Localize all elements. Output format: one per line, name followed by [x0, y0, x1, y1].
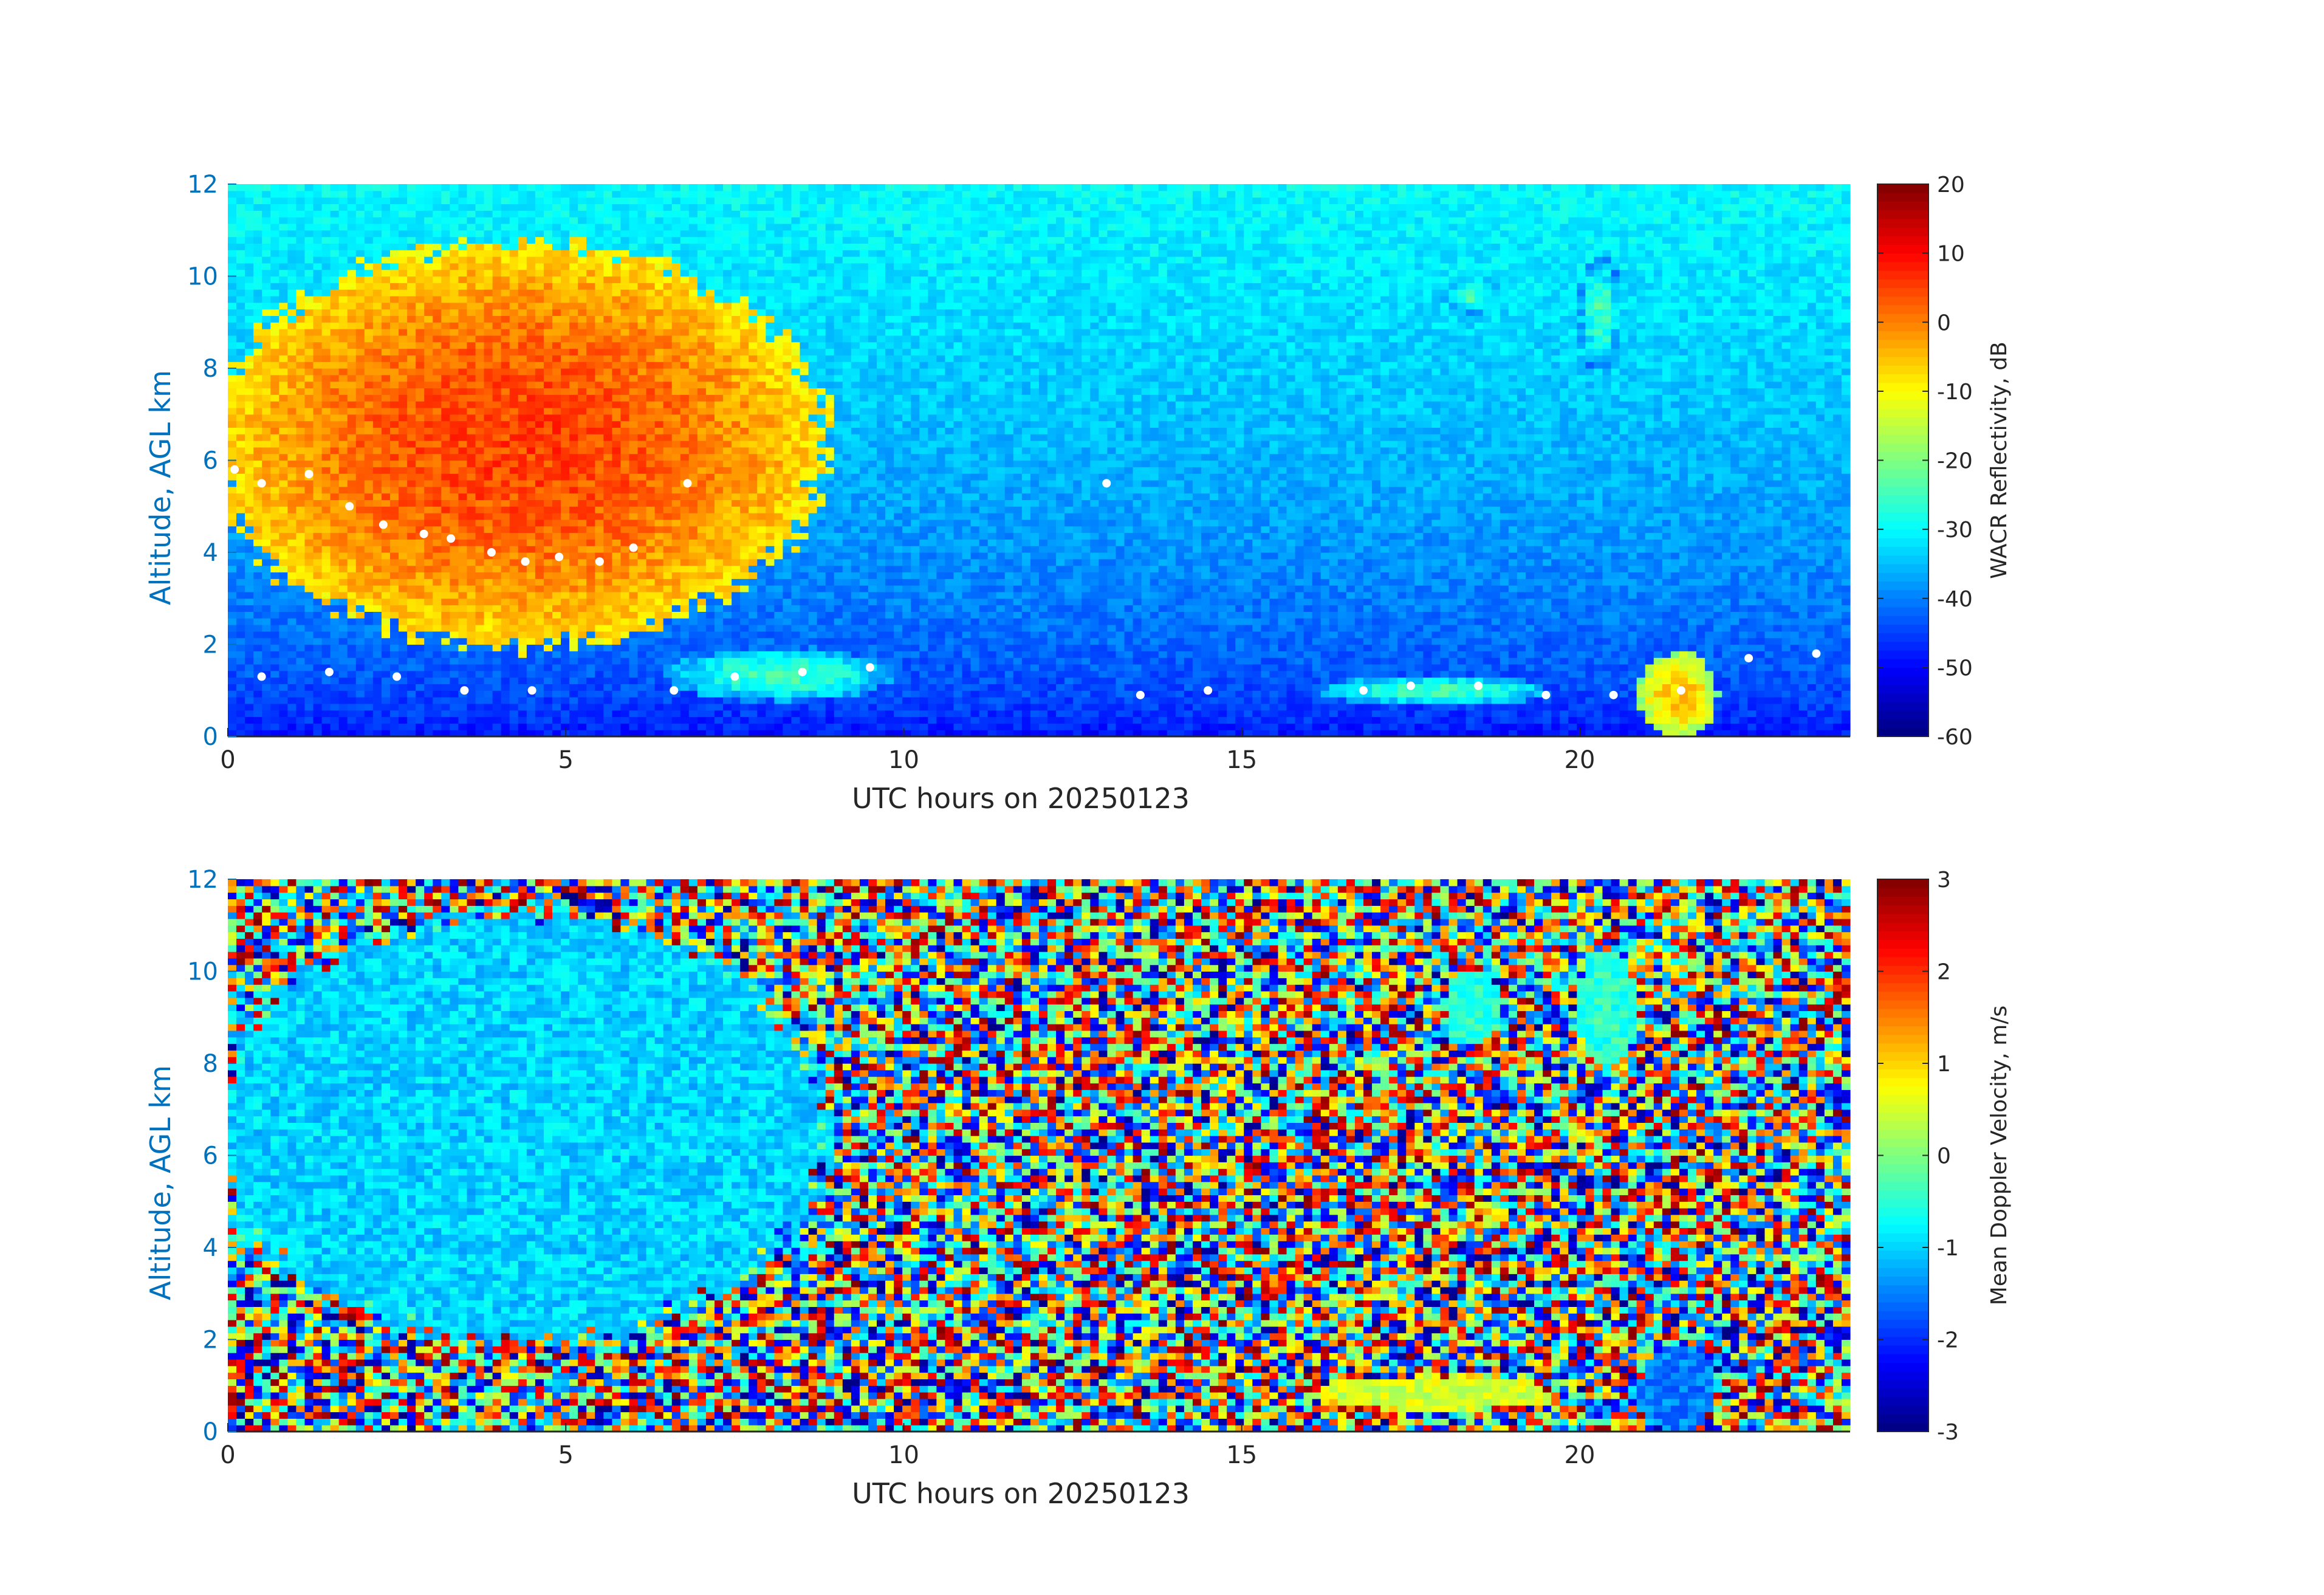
x-tick-label: 10 [888, 1441, 919, 1469]
cloud-base-marker [1136, 691, 1145, 699]
cloud-base-marker [595, 557, 604, 566]
cloud-base-marker [487, 548, 496, 557]
y-tick-label: 10 [187, 263, 218, 291]
colorbar-tick-label: -60 [1937, 725, 1973, 750]
cloud-base-marker [798, 668, 807, 676]
colorbar: -60 -50 -40 -30 -20 -10 0 10 20 WACR Reflectivity… [1877, 173, 2012, 750]
cloud-base-marker [866, 663, 874, 671]
x-tick-label: 20 [1565, 1441, 1596, 1469]
y-tick-label: 4 [203, 539, 218, 567]
cloud-base-marker [670, 686, 678, 695]
cloud-base-marker [1677, 686, 1685, 695]
y-tick-label: 12 [187, 866, 218, 894]
heatmap-cells [228, 879, 1851, 1432]
x-axis-label: UTC hours on 20250123 [852, 782, 1190, 815]
y-tick-label: 8 [203, 1050, 218, 1078]
y-axis-label: Altitude, AGL km [144, 370, 177, 605]
cloud-base-marker [1407, 682, 1415, 690]
x-tick-label: 0 [220, 746, 235, 774]
colorbar-tick-label: 1 [1937, 1052, 1951, 1077]
cloud-base-marker [379, 521, 388, 529]
x-tick-label: 15 [1226, 746, 1257, 774]
cloud-base-marker [258, 479, 266, 487]
cloud-base-marker [629, 543, 638, 552]
y-tick-label: 0 [203, 723, 218, 751]
colorbar-tick-label: 0 [1937, 310, 1951, 335]
y-tick-label: 0 [203, 1418, 218, 1446]
heatmap-cells [228, 184, 1851, 737]
y-tick-label: 2 [203, 1326, 218, 1354]
colorbar-tick-label: -10 [1937, 380, 1973, 405]
cloud-base-marker [1474, 682, 1482, 690]
x-tick-label: 20 [1565, 746, 1596, 774]
colorbar-label: Mean Doppler Velocity, m/s [1987, 1006, 2012, 1305]
colorbar: -3 -2 -1 0 1 2 3 Mean Doppler Velocity, m/s [1877, 868, 2012, 1445]
cloud-base-marker [528, 686, 536, 695]
cloud-base-marker [1359, 686, 1368, 695]
cloud-base-marker [345, 502, 354, 510]
colorbar-tick-label: -2 [1937, 1328, 1959, 1353]
y-axis-label: Altitude, AGL km [144, 1065, 177, 1300]
x-tick-label: 5 [558, 1441, 574, 1469]
x-tick-label: 10 [888, 746, 919, 774]
colorbar-tick-label: 10 [1937, 242, 1965, 267]
colorbar-tick-label: 2 [1937, 960, 1951, 985]
colorbar-tick-label: -1 [1937, 1236, 1959, 1261]
cloud-base-marker [258, 673, 266, 681]
colorbar-tick-label: -50 [1937, 656, 1973, 681]
colorbar-label: WACR Reflectivity, dB [1987, 341, 2012, 579]
colorbar-tick-label: 20 [1937, 173, 1965, 197]
colorbar-tick-label: -3 [1937, 1420, 1959, 1445]
reflectivity-panel: 0 5 10 15 20 0 2 4 6 8 10 12 UTC hours on 20250123 Al… [144, 171, 2012, 815]
y-tick-label: 6 [203, 447, 218, 475]
cloud-base-marker [392, 673, 401, 681]
cloud-base-marker [460, 686, 468, 695]
cloud-base-marker [305, 470, 314, 478]
colorbar-tick-label: -40 [1937, 587, 1973, 612]
cloud-base-marker [325, 668, 334, 676]
y-tick-label: 10 [187, 958, 218, 986]
cloud-base-marker [521, 557, 530, 566]
y-tick-label: 12 [187, 171, 218, 199]
cloud-base-marker [230, 465, 239, 474]
colorbar-tick-label: -20 [1937, 449, 1973, 474]
cloud-base-marker [1609, 691, 1618, 699]
colorbar-tick-label: -30 [1937, 518, 1973, 543]
y-tick-label: 2 [203, 631, 218, 659]
colorbar-tick-label: 3 [1937, 868, 1951, 893]
cloud-base-marker [1204, 686, 1212, 695]
cloud-base-marker [684, 479, 692, 487]
x-tick-label: 0 [220, 1441, 235, 1469]
cloud-base-marker [1744, 654, 1753, 662]
cloud-base-marker [1541, 691, 1550, 699]
x-axis-label: UTC hours on 20250123 [852, 1477, 1190, 1510]
y-tick-label: 8 [203, 355, 218, 383]
cloud-base-marker [730, 673, 739, 681]
x-tick-label: 5 [558, 746, 574, 774]
y-tick-label: 4 [203, 1234, 218, 1262]
cloud-base-marker [1812, 650, 1820, 658]
cloud-base-marker [1102, 479, 1111, 487]
colorbar-tick-label: 0 [1937, 1144, 1951, 1169]
y-tick-label: 6 [203, 1142, 218, 1170]
cloud-base-marker [447, 534, 455, 543]
cloud-base-marker [420, 530, 428, 538]
cloud-base-marker [555, 553, 563, 561]
x-tick-label: 15 [1226, 1441, 1257, 1469]
